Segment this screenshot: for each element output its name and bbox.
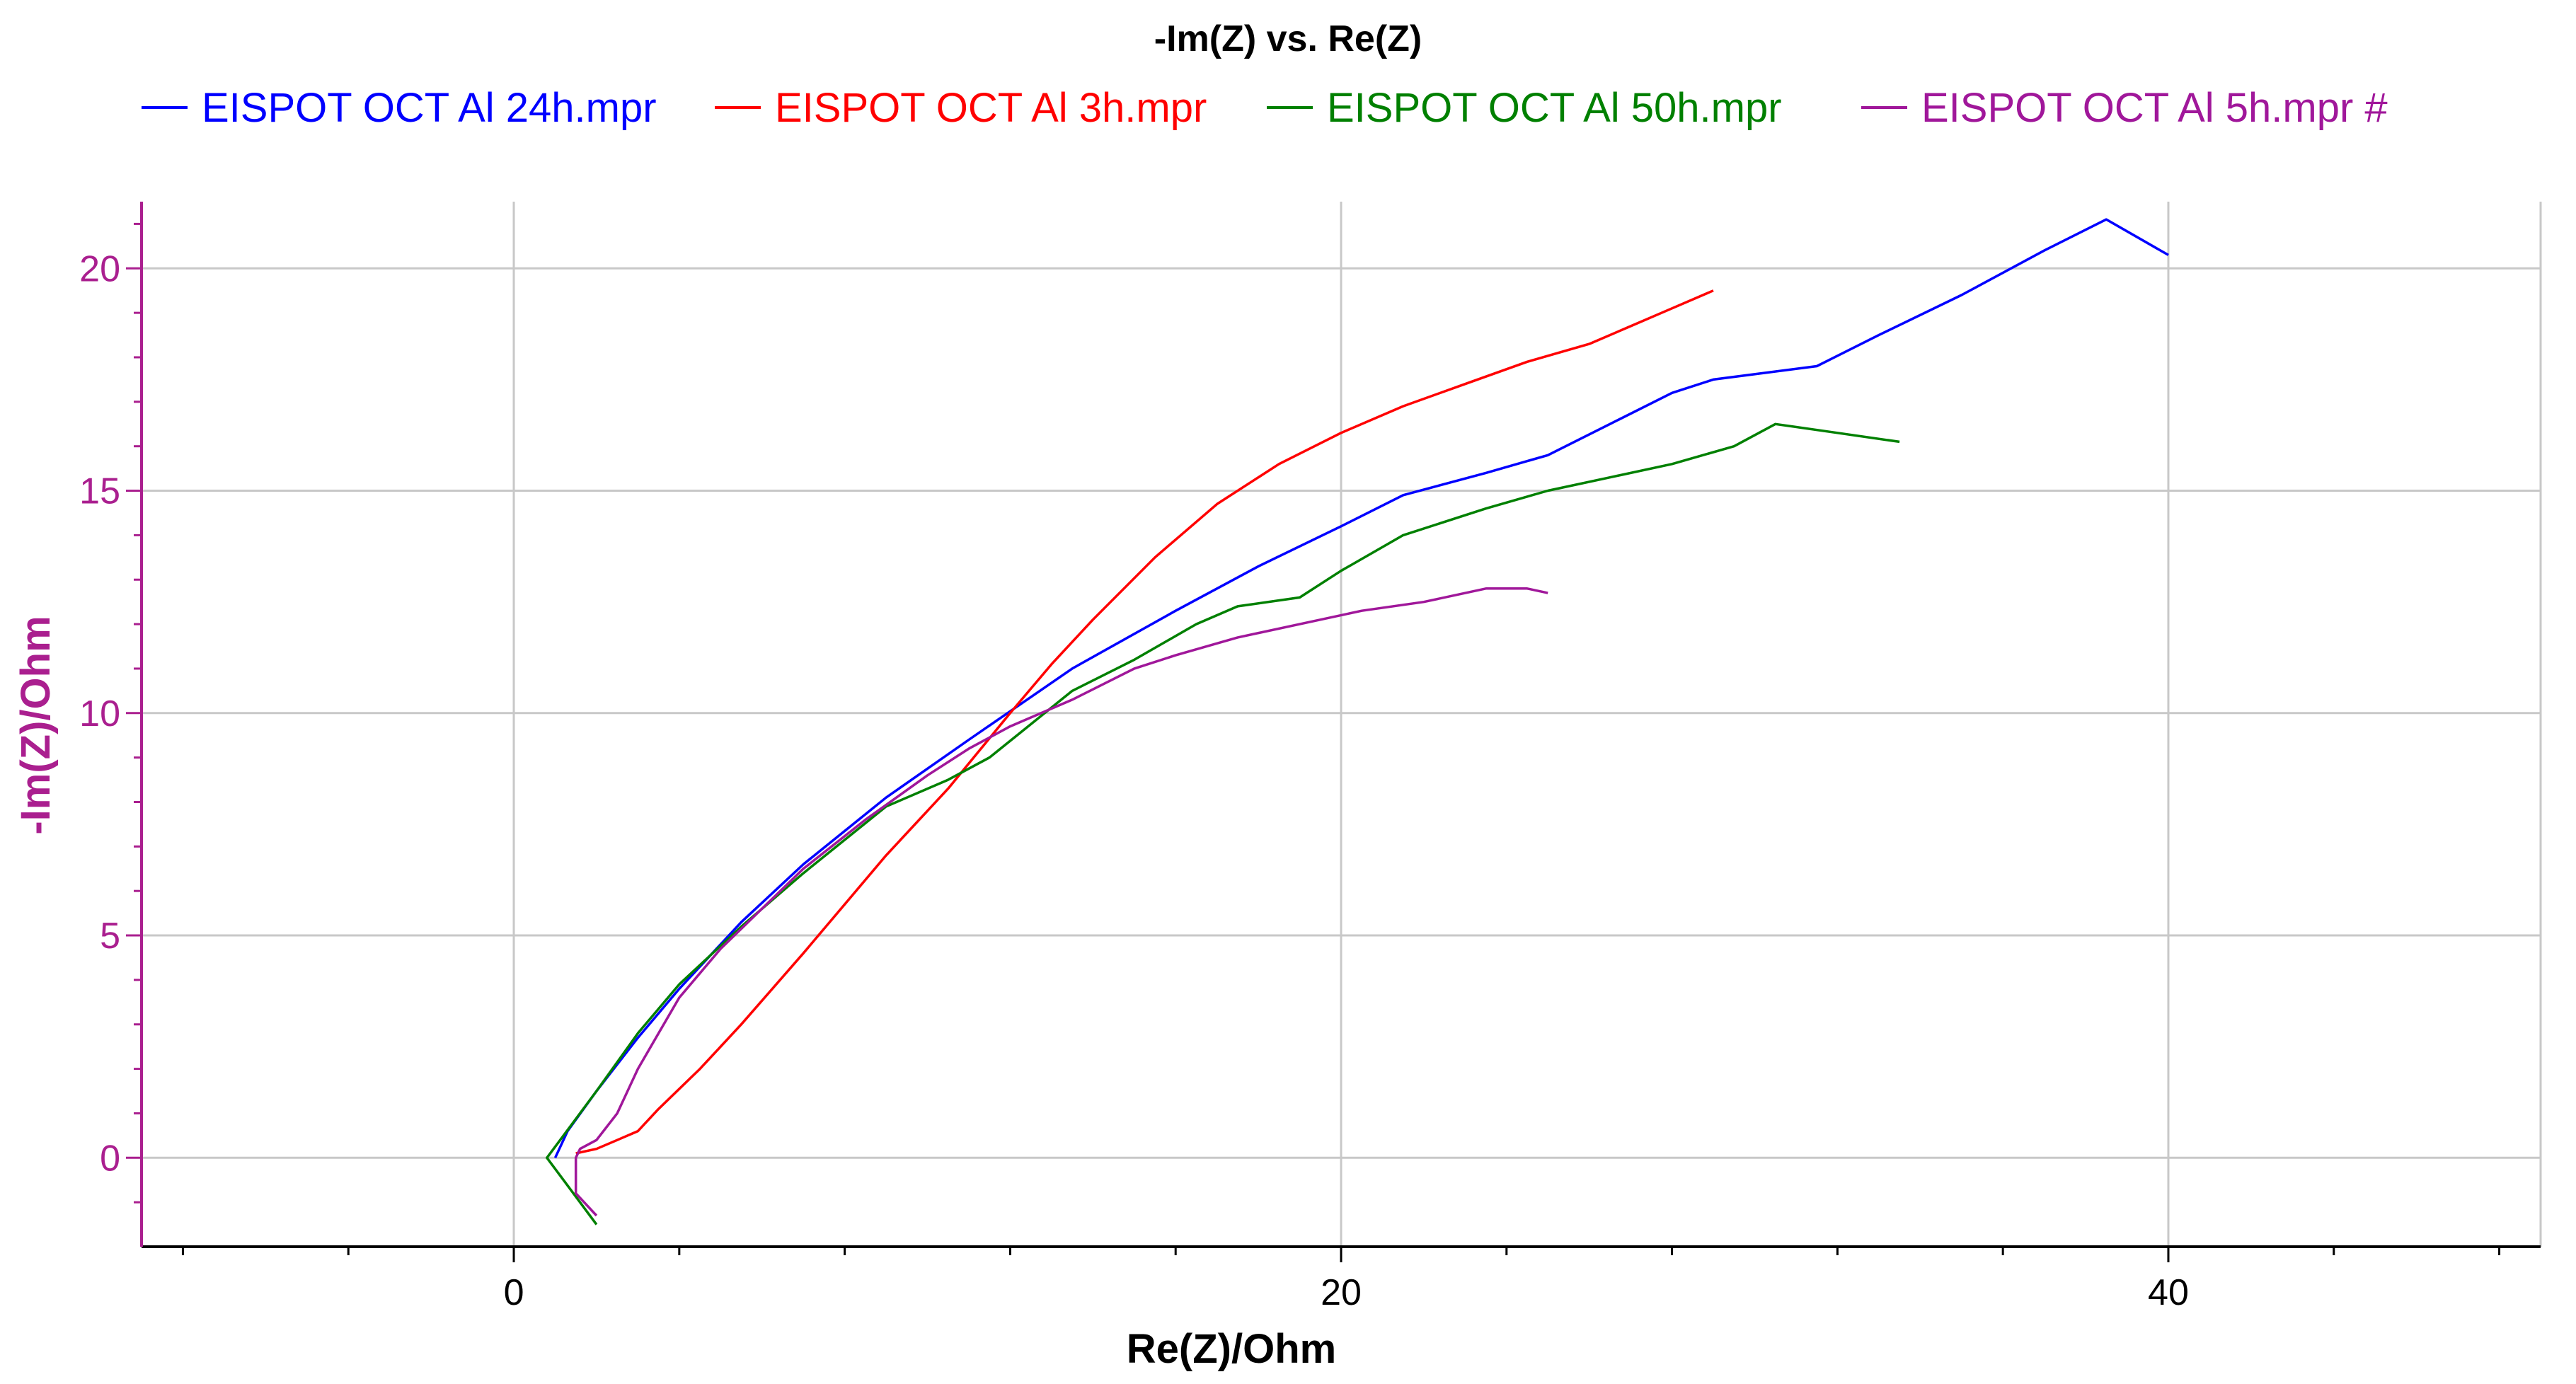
grid (142, 202, 2542, 1247)
y-tick-label: 20 (79, 248, 120, 289)
y-axis-title: -Im(Z)/Ohm (13, 616, 59, 834)
legend: EISPOT OCT Al 24h.mpr EISPOT OCT Al 3h.mp… (142, 85, 2388, 131)
x-tick-label: 0 (504, 1272, 524, 1313)
legend-label-1: EISPOT OCT Al 24h.mpr (202, 85, 657, 131)
legend-label-2: EISPOT OCT Al 3h.mpr (775, 85, 1207, 131)
x-tick-label: 20 (1321, 1272, 1362, 1313)
x-axis-title: Re(Z)/Ohm (1127, 1326, 1336, 1372)
y-tick-label: 5 (100, 916, 120, 957)
y-tick-label: 10 (79, 693, 120, 734)
legend-label-3: EISPOT OCT Al 50h.mpr (1327, 85, 1782, 131)
series-layer (546, 218, 2169, 1226)
y-tick-label: 15 (79, 471, 120, 512)
series-line-3 (546, 422, 1900, 1226)
chart-title: -Im(Z) vs. Re(Z) (1154, 18, 1422, 59)
x-tick-label: 40 (2148, 1272, 2189, 1313)
series-line-1 (553, 218, 2169, 1159)
series-line-2 (575, 289, 1714, 1155)
y-tick-label: 0 (100, 1138, 120, 1179)
y-axis: 0 5 10 15 20 (79, 202, 143, 1247)
series-line-4 (574, 587, 1548, 1217)
legend-label-4: EISPOT OCT Al 5h.mpr # (1921, 85, 2388, 131)
x-axis: 0 20 40 (142, 1245, 2541, 1313)
